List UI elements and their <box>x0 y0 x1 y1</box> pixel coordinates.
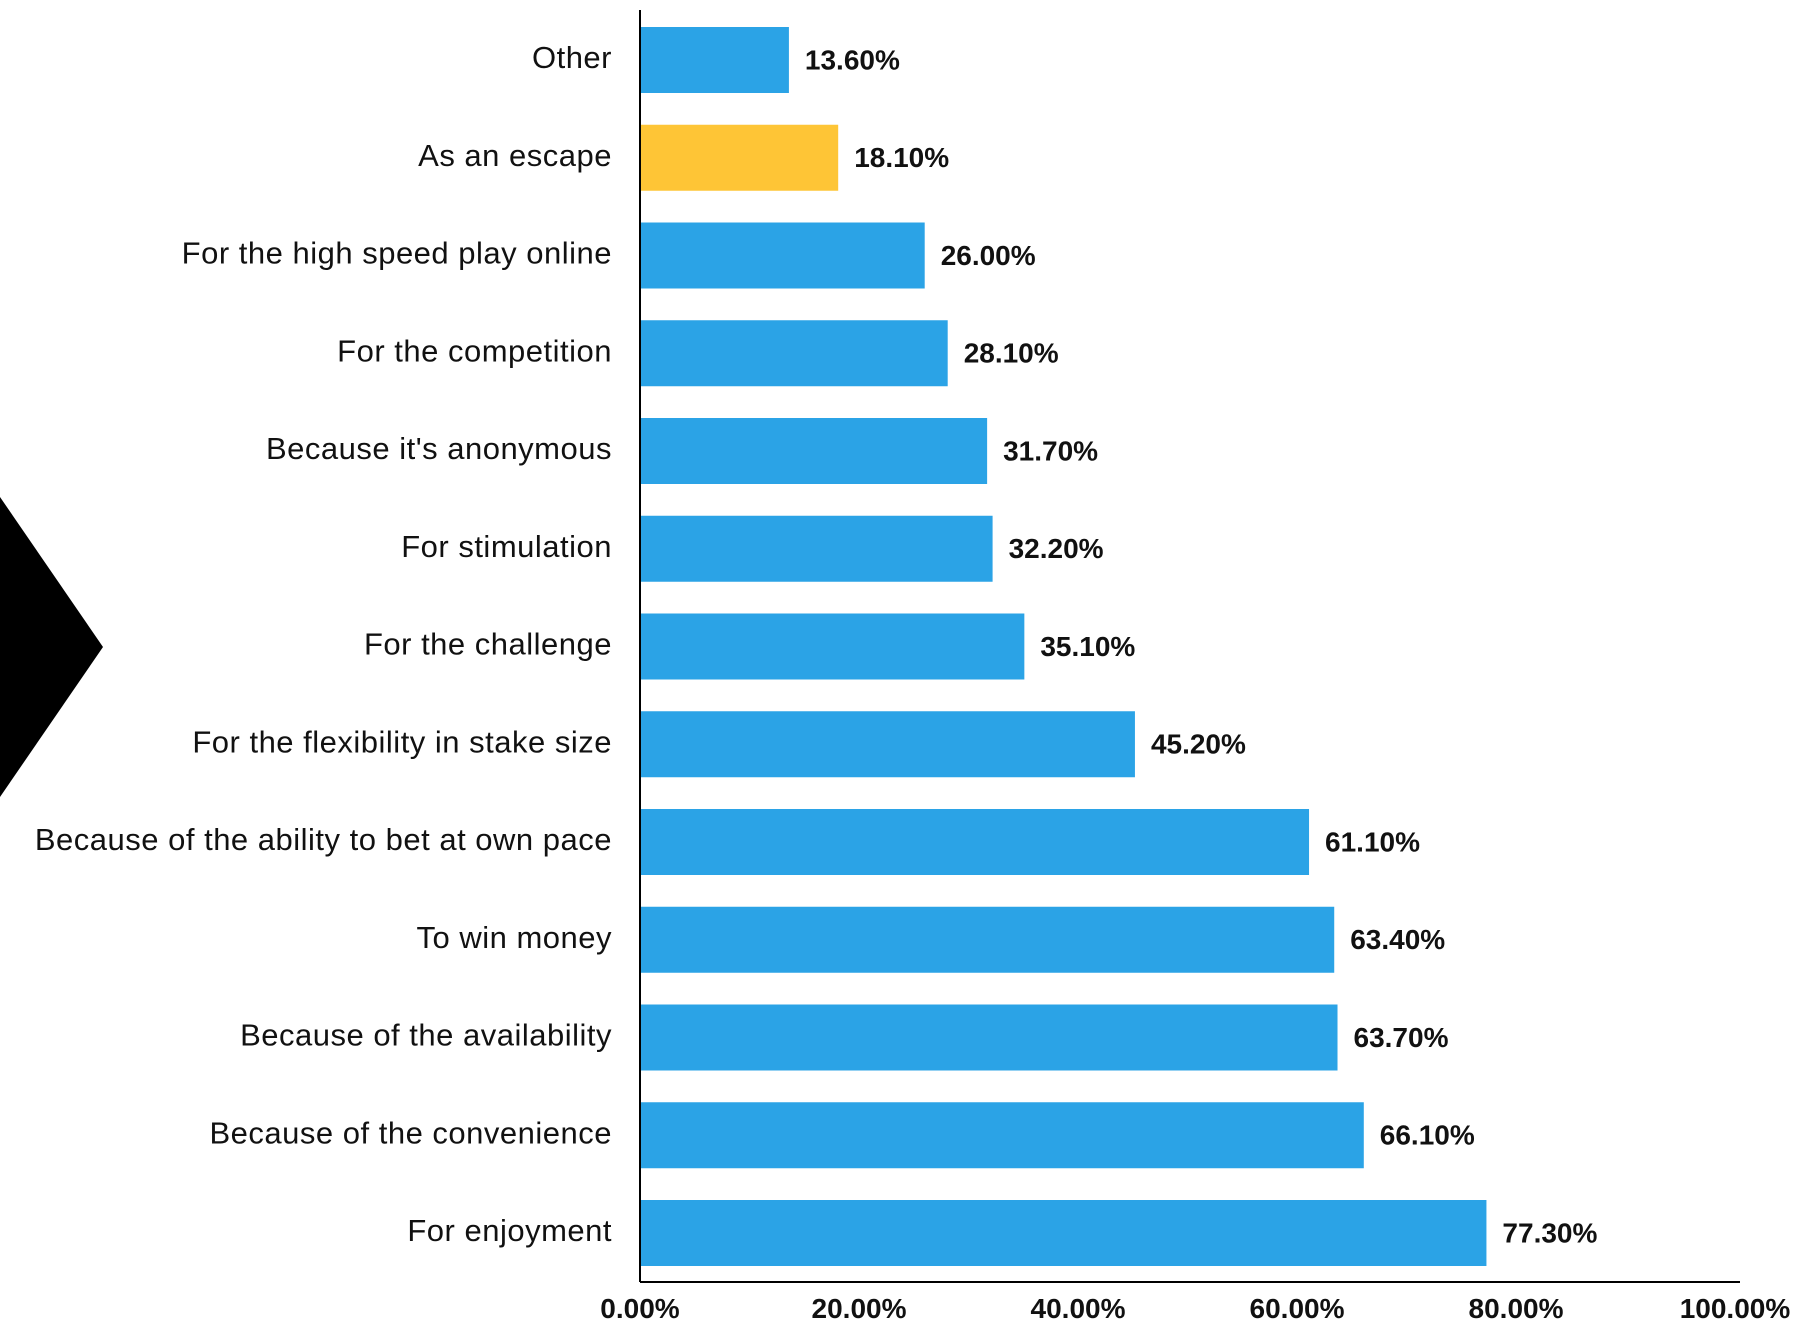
value-label: 77.30% <box>1502 1217 1597 1248</box>
bar <box>640 809 1310 875</box>
value-label: 18.10% <box>854 142 949 173</box>
category-label: Because of the convenience <box>210 1115 613 1150</box>
bar <box>640 515 993 582</box>
category-label: Because of the ability to bet at own pac… <box>35 822 612 857</box>
x-tick-label: 80.00% <box>1469 1293 1564 1324</box>
bar <box>640 27 789 93</box>
bar <box>640 613 1025 680</box>
bar <box>640 320 948 387</box>
category-label: For the high speed play online <box>182 236 612 271</box>
bar <box>640 906 1335 973</box>
value-label: 13.60% <box>805 44 900 75</box>
value-labels: 13.60% 18.10% 26.00% 28.10% 31.70% 32.20% 35.1… <box>805 44 1598 1248</box>
chevron-right-icon <box>0 497 103 797</box>
value-label: 45.20% <box>1151 729 1246 760</box>
bar <box>640 711 1135 778</box>
value-label: 35.10% <box>1040 631 1135 662</box>
value-label: 61.10% <box>1325 826 1420 857</box>
bar <box>640 1004 1338 1071</box>
x-tick-label: 20.00% <box>812 1293 907 1324</box>
category-label: As an escape <box>418 138 612 173</box>
value-label: 66.10% <box>1380 1120 1475 1151</box>
value-label: 63.70% <box>1354 1022 1449 1053</box>
bar <box>640 418 988 484</box>
bar <box>640 222 925 289</box>
x-tick-label: 0.00% <box>600 1293 679 1324</box>
category-label: For stimulation <box>401 529 612 564</box>
value-label: 63.40% <box>1350 924 1445 955</box>
value-label: 31.70% <box>1003 435 1098 466</box>
bar <box>640 124 839 191</box>
category-labels: Other As an escape For the high speed play… <box>35 40 612 1248</box>
category-label: For enjoyment <box>407 1213 612 1248</box>
category-label: For the flexibility in stake size <box>192 724 612 759</box>
x-tick-label: 100.00% <box>1680 1293 1791 1324</box>
bars-layer <box>640 27 1487 1266</box>
value-label: 32.20% <box>1009 533 1104 564</box>
category-label: To win money <box>416 920 612 955</box>
value-label: 26.00% <box>941 240 1036 271</box>
value-label: 28.10% <box>964 338 1059 369</box>
category-label: Other <box>532 40 612 75</box>
category-label: For the challenge <box>364 627 612 662</box>
x-tick-label: 40.00% <box>1031 1293 1126 1324</box>
x-tick-label: 60.00% <box>1250 1293 1345 1324</box>
bar <box>640 1102 1364 1169</box>
x-tick-labels: 0.00% 20.00% 40.00% 60.00% 80.00% 100.00% <box>600 1293 1790 1324</box>
category-label: Because of the availability <box>240 1018 612 1053</box>
bar <box>640 1200 1487 1266</box>
category-label: For the competition <box>337 333 612 368</box>
category-label: Because it's anonymous <box>266 431 612 466</box>
